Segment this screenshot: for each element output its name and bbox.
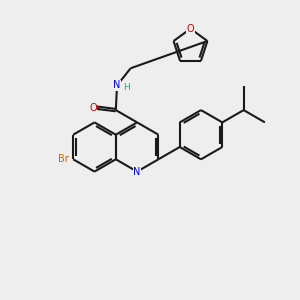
Text: O: O bbox=[187, 24, 194, 34]
Text: Br: Br bbox=[58, 154, 69, 164]
Text: H: H bbox=[123, 83, 129, 92]
Text: O: O bbox=[89, 103, 97, 112]
Text: N: N bbox=[113, 80, 121, 91]
Text: N: N bbox=[134, 167, 141, 177]
